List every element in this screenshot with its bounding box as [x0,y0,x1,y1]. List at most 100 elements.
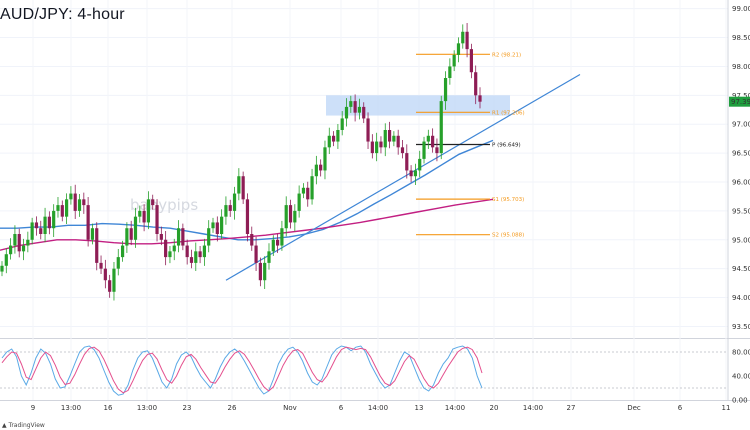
candle-body [254,245,258,263]
candle-body [90,228,95,240]
candle-body [383,130,387,148]
candle-body [314,164,318,177]
candle-body [21,245,26,252]
time-tick-label: 26 [228,404,237,412]
candle-body [357,106,362,113]
candle-body [409,170,413,177]
candle-body [198,251,202,258]
candle-body [469,49,473,73]
candle-body [310,176,314,200]
candle-body [56,205,60,211]
candle-body [202,245,206,258]
candle-body [211,222,215,229]
tradingview-logo: ▲ TradingView [2,422,45,429]
candle-body [4,254,8,266]
candle-body [263,262,267,281]
candle-body [125,228,129,246]
footer-label: TradingView [8,422,45,429]
price-tick-label: 93.500 [732,323,750,331]
candle-body [443,78,448,102]
candle-body [319,164,323,171]
time-tick-label: 14:00 [523,404,543,412]
candle-body [13,234,17,246]
candle-body [172,245,176,252]
price-tick-label: 96.500 [732,150,750,158]
candle-body [387,130,392,142]
candle-body [181,228,185,246]
stochastic-line [1,345,483,396]
resistance-zone [326,95,510,116]
trendline-segment [225,74,581,281]
candle-body [418,158,422,171]
stochastic-line [1,346,483,394]
candle-body [95,228,99,263]
candle-body [77,199,82,211]
candle-body [400,147,405,154]
candle-body [461,31,465,44]
candle-body [0,265,4,272]
time-tick-label: 14:00 [368,404,388,412]
chart-title: AUD/JPY: 4-hour [0,6,125,23]
candle-body [396,135,400,148]
candle-body [349,101,353,107]
candle-body [405,153,409,171]
candle-body [228,205,232,211]
candle-body [142,210,146,223]
candle-body [276,239,280,246]
candle-body [435,147,439,154]
candle-body [120,245,125,258]
candle-body [362,106,366,119]
candle-body [26,239,30,246]
moving-averages [0,139,494,251]
stochastic-panel: 80.00 40.00 0.00 [0,345,750,405]
candle-body [237,176,241,194]
candle-body [185,245,189,258]
candle-body [375,141,379,154]
candle-body [288,205,293,223]
candle-body [426,135,430,142]
trendline [225,74,581,281]
candle-body [452,54,456,67]
candle-body [431,135,435,148]
candle-body [86,205,90,240]
candle-body [116,257,120,269]
candle-body [82,199,86,206]
candle-body [344,106,349,119]
price-tick-label: 97.000 [732,121,750,129]
candle-body [73,193,77,211]
candle-body [353,101,357,113]
candle-body [43,216,47,234]
time-tick-label: 11 [722,404,731,412]
candle-body [207,228,211,246]
time-tick-label: 20 [490,404,499,412]
candle-body [370,141,374,154]
stoch-tick-label: 40.00 [732,373,750,381]
candle-body [34,222,39,229]
candle-body [465,31,469,50]
candle-body [245,199,250,234]
candle-body [271,239,275,252]
time-tick-label: 23 [183,404,192,412]
last-price-tag [729,96,750,107]
tv-icon: ▲ [2,422,7,429]
pivot-level-label: R2 (98.21) [492,52,521,58]
time-tick-label: 13:00 [61,404,81,412]
grid [0,0,750,401]
pivot-level-label: R1 (97.206) [492,110,525,116]
candle-body [392,135,396,142]
candle-body [189,257,194,263]
candle-body [448,66,452,78]
candle-body [146,199,151,223]
candle-body [215,222,219,234]
time-tick-label: 27 [567,404,576,412]
candle-body [60,205,64,217]
price-axis: 99.000 98.500 98.000 97.500 97.000 96.500 96.0… [727,0,750,400]
candle-body [340,118,344,130]
candle-body [17,234,21,252]
price-tick-label: 94.500 [732,265,750,273]
time-tick-label: 13:00 [137,404,157,412]
candle-body [224,205,228,217]
time-tick-label: 16 [104,404,113,412]
candle-body [301,187,306,194]
